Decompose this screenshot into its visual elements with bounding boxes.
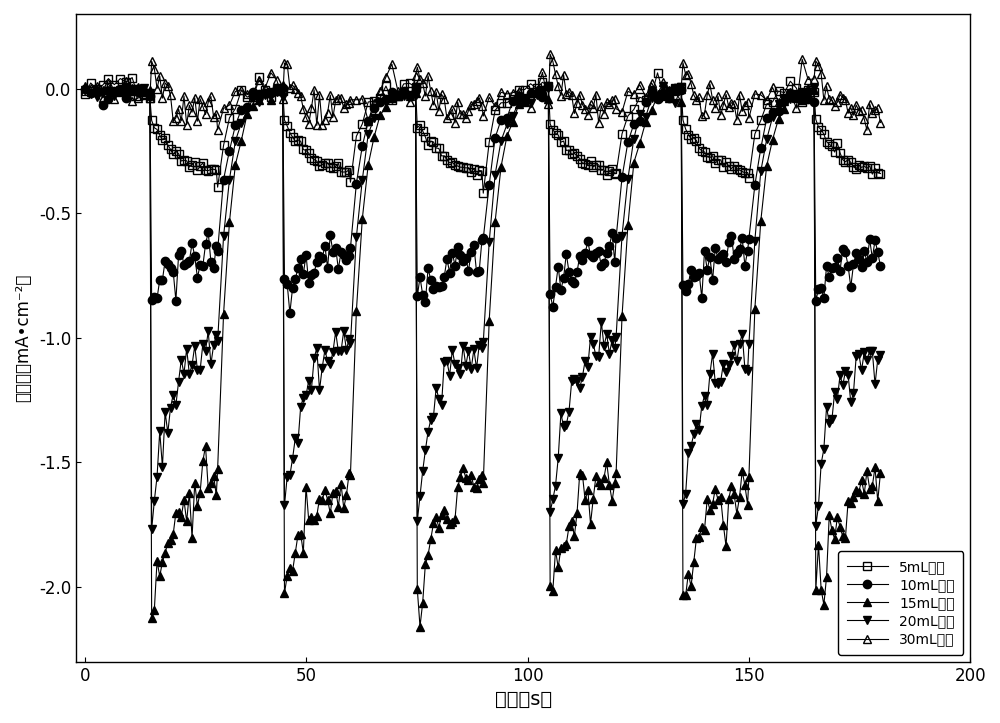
5mL乙醇: [874, 169, 886, 178]
10mL乙醇: [344, 244, 356, 252]
15mL乙醇: [189, 479, 201, 487]
Line: 20mL乙醇: 20mL乙醇: [81, 82, 885, 534]
20mL乙醇: [132, 85, 144, 94]
10mL乙醇: [284, 309, 296, 317]
20mL乙醇: [146, 525, 158, 534]
20mL乙醇: [344, 339, 356, 348]
15mL乙醇: [874, 469, 886, 477]
30mL乙醇: [189, 93, 201, 102]
10mL乙醇: [132, 87, 144, 96]
20mL乙醇: [874, 351, 886, 360]
30mL乙醇: [374, 86, 386, 95]
20mL乙醇: [823, 419, 835, 427]
20mL乙醇: [380, 98, 392, 106]
5mL乙醇: [132, 92, 144, 100]
20mL乙醇: [79, 86, 91, 95]
5mL乙醇: [652, 69, 664, 77]
15mL乙醇: [277, 81, 289, 90]
Y-axis label: 光电流（mA•cm⁻²）: 光电流（mA•cm⁻²）: [14, 273, 32, 402]
30mL乙醇: [861, 126, 873, 134]
15mL乙醇: [132, 82, 144, 91]
5mL乙醇: [311, 157, 323, 166]
5mL乙醇: [343, 166, 355, 174]
30mL乙醇: [79, 87, 91, 95]
5mL乙醇: [374, 93, 386, 102]
10mL乙醇: [189, 252, 201, 261]
30mL乙醇: [821, 82, 833, 90]
5mL乙醇: [477, 189, 489, 197]
15mL乙醇: [380, 103, 392, 111]
5mL乙醇: [823, 140, 835, 148]
10mL乙醇: [542, 82, 554, 90]
30mL乙醇: [343, 98, 355, 107]
10mL乙醇: [79, 85, 91, 93]
20mL乙醇: [313, 386, 325, 395]
15mL乙醇: [823, 511, 835, 520]
10mL乙醇: [874, 262, 886, 270]
20mL乙醇: [657, 82, 669, 90]
10mL乙醇: [380, 95, 392, 104]
10mL乙醇: [823, 273, 835, 281]
30mL乙醇: [874, 118, 886, 127]
15mL乙醇: [414, 623, 426, 631]
15mL乙醇: [79, 82, 91, 90]
10mL乙醇: [313, 252, 325, 260]
Line: 10mL乙醇: 10mL乙醇: [81, 82, 885, 317]
30mL乙醇: [132, 94, 144, 103]
Line: 30mL乙醇: 30mL乙醇: [81, 50, 885, 134]
Legend: 5mL乙醇, 10mL乙醇, 15mL乙醇, 20mL乙醇, 30mL乙醇: 5mL乙醇, 10mL乙醇, 15mL乙醇, 20mL乙醇, 30mL乙醇: [838, 552, 963, 655]
30mL乙醇: [311, 121, 323, 129]
Line: 15mL乙醇: 15mL乙醇: [81, 81, 885, 630]
Line: 5mL乙醇: 5mL乙醇: [81, 69, 885, 197]
30mL乙醇: [544, 50, 556, 59]
15mL乙醇: [313, 495, 325, 503]
X-axis label: 时间（s）: 时间（s）: [495, 690, 552, 709]
15mL乙醇: [344, 471, 356, 479]
20mL乙醇: [191, 366, 203, 375]
5mL乙醇: [189, 157, 201, 166]
5mL乙醇: [79, 90, 91, 98]
